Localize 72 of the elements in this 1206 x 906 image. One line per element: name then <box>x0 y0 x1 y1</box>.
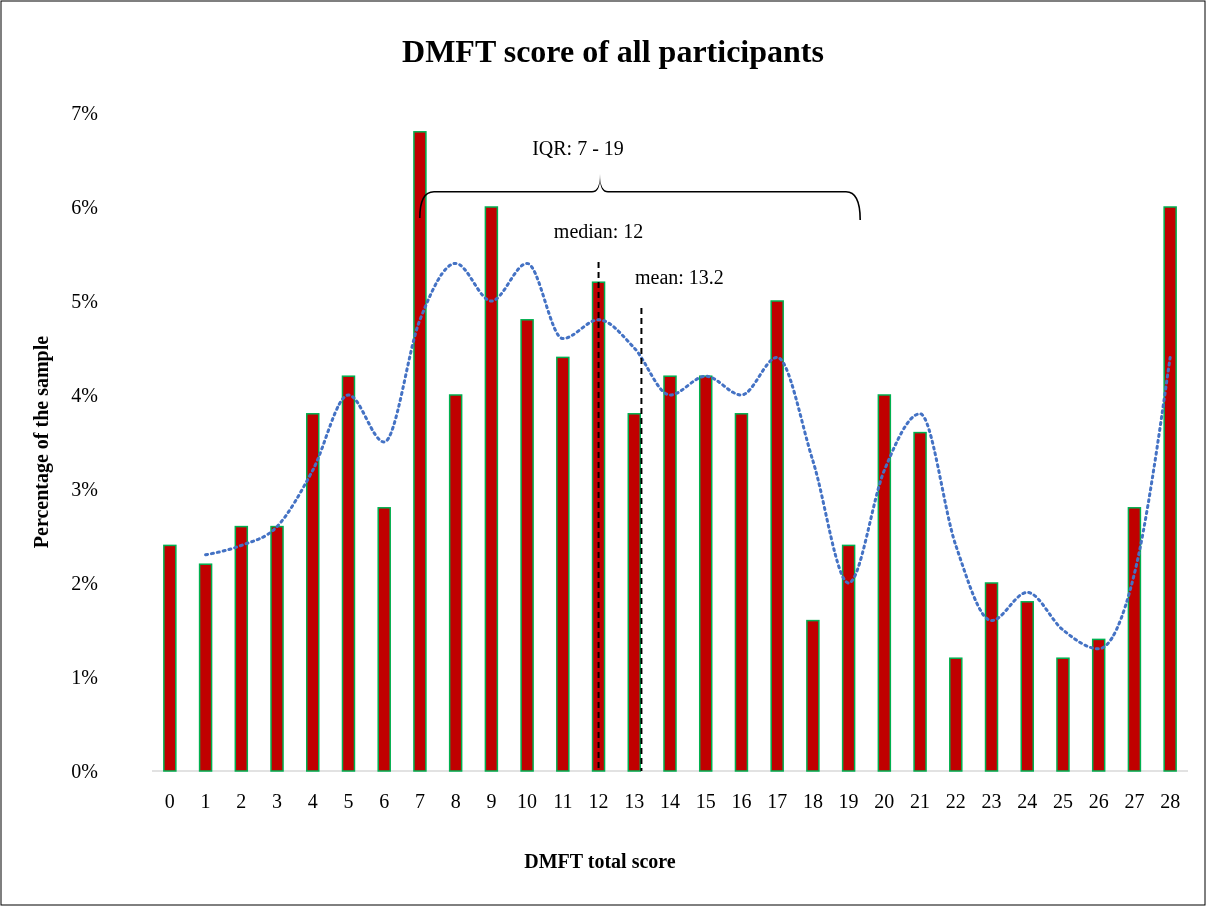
bar <box>663 375 677 772</box>
bar <box>984 582 999 772</box>
bar <box>913 431 927 772</box>
x-tick-label: 0 <box>164 790 175 812</box>
bar <box>1020 601 1034 772</box>
x-tick-label: 20 <box>874 790 895 812</box>
x-tick-label: 3 <box>272 790 283 812</box>
x-tick-label: 8 <box>450 790 461 812</box>
bar <box>163 544 177 772</box>
x-tick-label: 26 <box>1088 790 1109 812</box>
x-tick-label: 4 <box>307 790 318 812</box>
y-tick-label: 2% <box>71 572 98 594</box>
annotation: IQR: 7 - 19 <box>532 137 624 159</box>
bar <box>448 394 463 772</box>
x-tick-label: 13 <box>624 790 645 812</box>
y-tick-label: 3% <box>71 478 98 500</box>
y-tick-label: 4% <box>71 384 98 406</box>
x-tick-label: 27 <box>1124 790 1145 812</box>
ref-line-label: median: 12 <box>553 220 644 242</box>
bar <box>949 657 963 772</box>
ref-line-label: mean: 13.2 <box>634 266 724 288</box>
bar <box>234 525 249 772</box>
x-tick-label: 9 <box>486 790 497 812</box>
bar <box>413 131 427 772</box>
bar <box>841 544 856 772</box>
x-tick-label: 5 <box>343 790 354 812</box>
y-tick-label: 6% <box>71 196 98 218</box>
x-tick-label: 24 <box>1017 790 1038 812</box>
bar <box>1163 206 1177 772</box>
x-tick-label: 10 <box>517 790 538 812</box>
x-tick-label: 15 <box>695 790 716 812</box>
line-series <box>204 261 1172 651</box>
bar <box>877 394 892 772</box>
x-tick-label: 21 <box>910 790 931 812</box>
x-tick-label: 19 <box>838 790 859 812</box>
x-tick-label: 28 <box>1160 790 1181 812</box>
bar <box>734 413 749 772</box>
x-tick-label: 25 <box>1052 790 1073 812</box>
x-tick-label: 23 <box>981 790 1002 812</box>
bar <box>556 356 570 772</box>
bar <box>306 413 320 772</box>
y-tick-label: 1% <box>71 666 98 688</box>
bar <box>1127 507 1142 772</box>
bar <box>484 206 499 772</box>
y-tick-label: 5% <box>71 290 98 312</box>
bar <box>198 563 213 772</box>
chart-title: DMFT score of all participants <box>402 33 824 69</box>
x-tick-label: 2 <box>236 790 247 812</box>
bar <box>1056 657 1070 772</box>
bar <box>341 375 356 772</box>
bar <box>806 619 820 772</box>
x-tick-label: 11 <box>553 790 573 812</box>
bar <box>627 413 642 772</box>
x-tick-label: 17 <box>767 790 788 812</box>
bar <box>698 375 713 772</box>
x-tick-label: 22 <box>945 790 966 812</box>
bar <box>377 507 391 772</box>
bar <box>520 319 534 772</box>
x-tick-label: 12 <box>588 790 609 812</box>
y-tick-label: 0% <box>71 760 98 782</box>
x-tick-label: 6 <box>379 790 390 812</box>
x-tick-label: 16 <box>731 790 752 812</box>
bar <box>270 525 284 772</box>
x-axis-title: DMFT total score <box>524 850 676 872</box>
x-tick-label: 1 <box>200 790 211 812</box>
y-axis-title: Percentage of the sample <box>30 335 53 549</box>
x-tick-label: 7 <box>414 790 425 812</box>
bar <box>770 300 784 772</box>
x-tick-label: 14 <box>660 790 680 812</box>
bar <box>1091 638 1106 772</box>
y-tick-label: 7% <box>71 102 98 124</box>
x-tick-label: 18 <box>802 790 823 812</box>
